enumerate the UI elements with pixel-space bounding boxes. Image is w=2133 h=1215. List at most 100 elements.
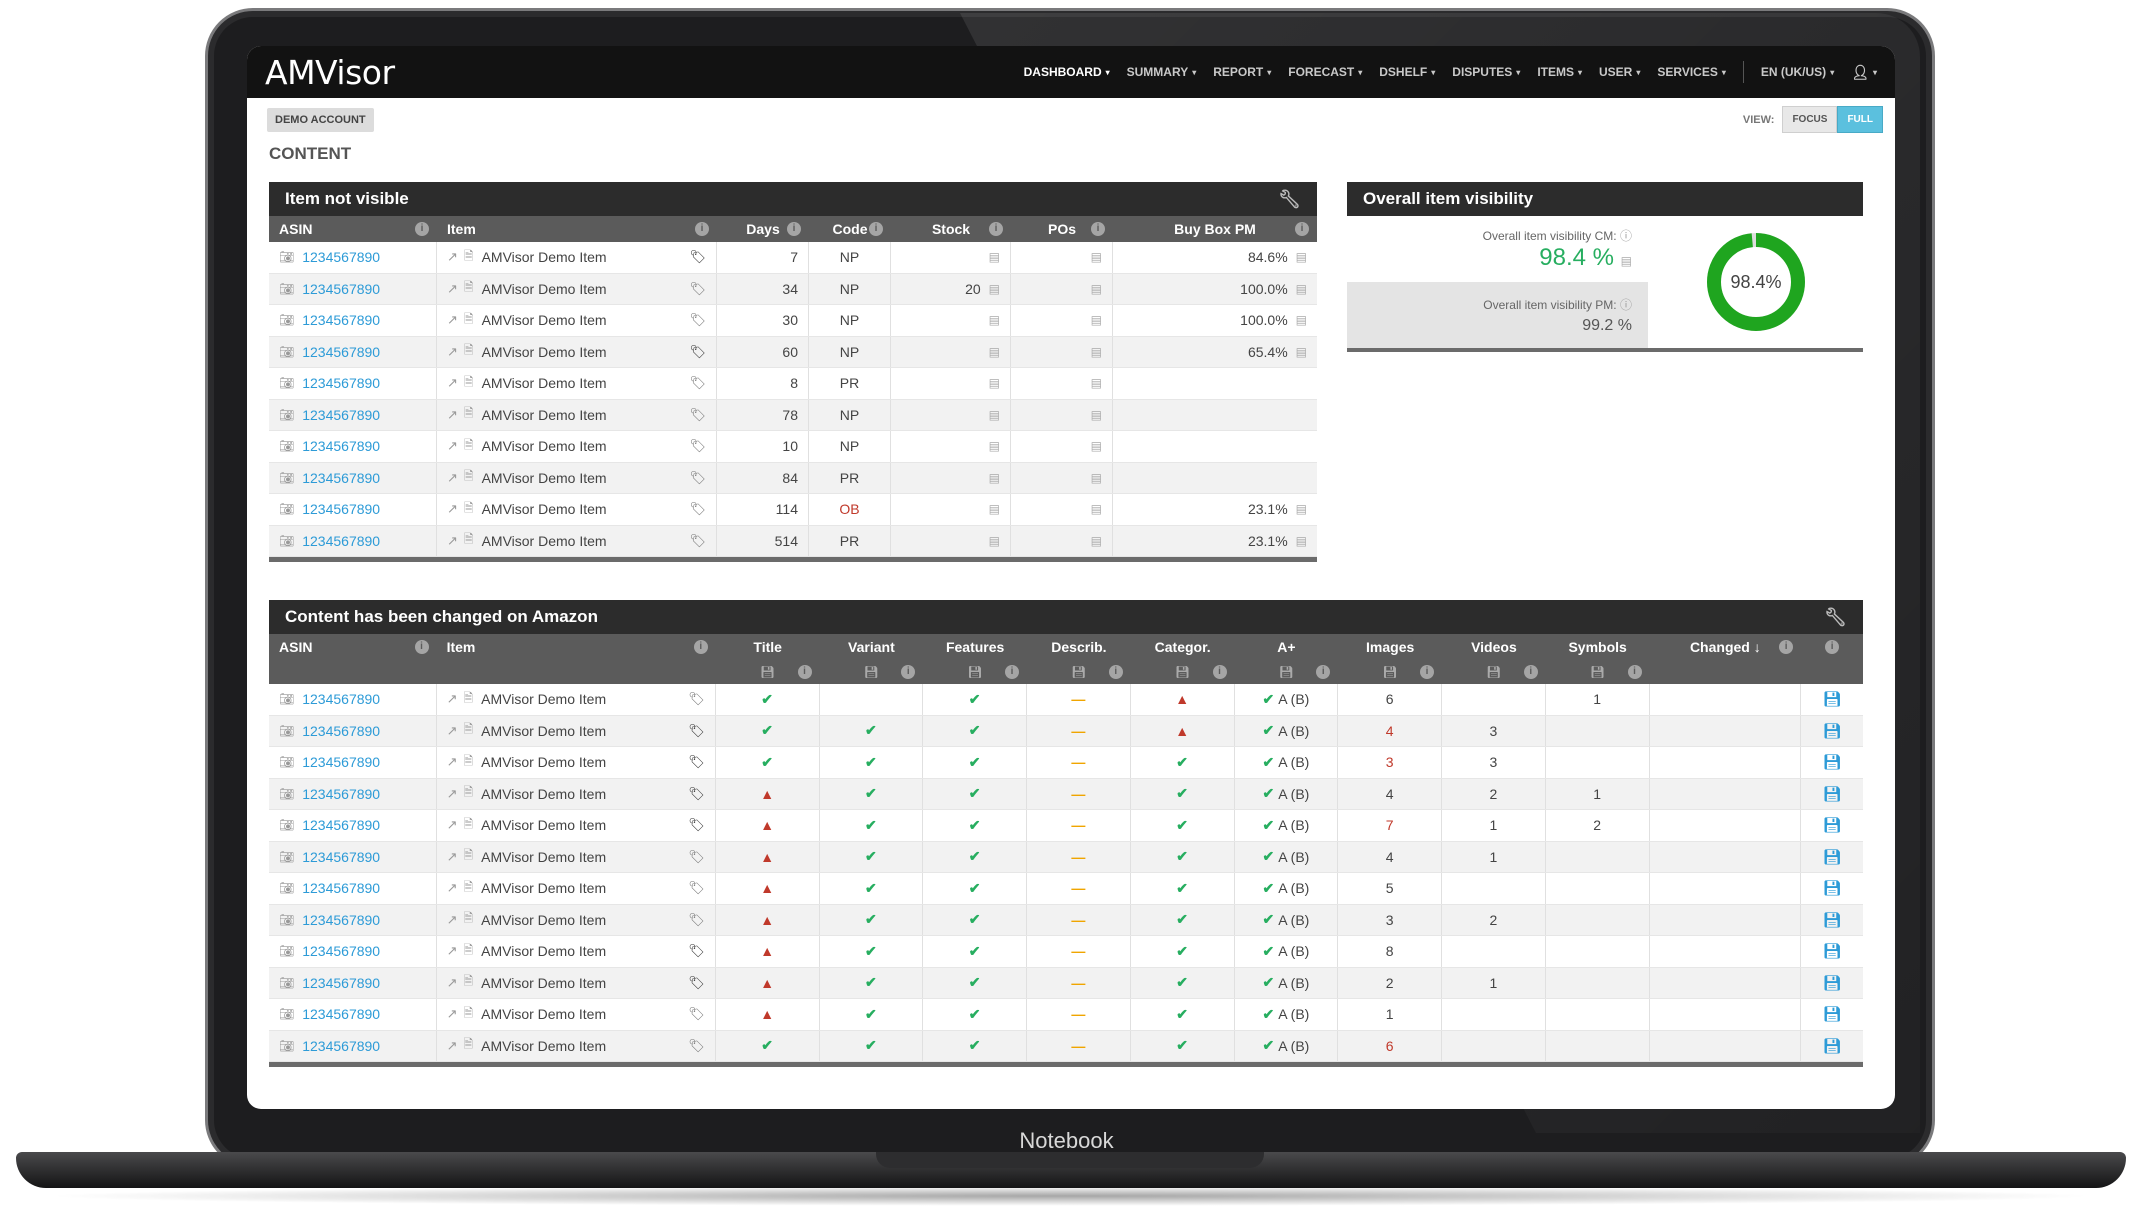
external-link-icon[interactable]: ↗ (447, 249, 458, 265)
document-icon[interactable]: 🗎︎ (463, 722, 474, 737)
tag-icon[interactable]: 🏷︎ (688, 754, 705, 770)
info-icon[interactable]: i (1825, 640, 1840, 654)
nav-item-user[interactable]: USER ▾ (1599, 65, 1640, 79)
column-header-title[interactable]: Title (716, 634, 820, 660)
external-link-icon[interactable]: ↗ (447, 469, 458, 485)
nav-item-services[interactable]: SERVICES ▾ (1657, 65, 1725, 79)
bar-chart-icon[interactable]: ▤ (1090, 344, 1102, 359)
tag-icon[interactable]: 🏷︎ (688, 691, 705, 707)
asin-link[interactable]: 1234567890 (302, 406, 381, 423)
bar-chart-icon[interactable]: ▤ (1295, 250, 1307, 265)
asin-link[interactable]: 1234567890 (302, 943, 381, 960)
asin-link[interactable]: 1234567890 (302, 312, 381, 329)
info-icon[interactable]: ⓘ (1619, 297, 1632, 312)
document-icon[interactable]: 🗎︎ (463, 879, 474, 894)
tag-icon[interactable]: 🏷︎ (688, 848, 705, 864)
language-selector[interactable]: EN (UK/US) ▾ (1761, 65, 1834, 79)
info-icon[interactable]: i (1523, 665, 1538, 679)
asin-link[interactable]: 1234567890 (302, 1037, 381, 1054)
bar-chart-icon[interactable]: ▤ (988, 502, 1000, 517)
asin-link[interactable]: 1234567890 (302, 754, 381, 771)
save-icon[interactable]: 💾︎ (1822, 691, 1842, 709)
document-icon[interactable]: 🗎︎ (463, 785, 474, 800)
asin-link[interactable]: 1234567890 (302, 974, 381, 991)
tag-icon[interactable]: 🏷︎ (689, 406, 706, 422)
camera-icon[interactable]: 📷︎ (279, 881, 295, 896)
tag-icon[interactable]: 🏷︎ (689, 280, 706, 296)
bar-chart-icon[interactable]: ▤ (1295, 281, 1307, 296)
column-header-asin[interactable]: ASIN i (269, 634, 437, 660)
bar-chart-icon[interactable]: ▤ (988, 439, 1000, 454)
camera-icon[interactable]: 📷︎ (279, 502, 295, 517)
external-link-icon[interactable]: ↗ (446, 848, 458, 864)
asin-link[interactable]: 1234567890 (302, 691, 381, 708)
tag-icon[interactable]: 🏷︎ (689, 501, 706, 517)
asin-link[interactable]: 1234567890 (302, 880, 381, 897)
column-header-describ-[interactable]: Describ. (1027, 634, 1131, 660)
bar-chart-icon[interactable]: ▤ (1090, 533, 1102, 548)
info-icon[interactable]: i (415, 222, 429, 236)
info-icon[interactable]: i (1091, 222, 1105, 236)
wrench-icon[interactable]: 🔧︎ (1824, 606, 1847, 627)
bar-chart-icon[interactable]: ▤ (1090, 470, 1102, 485)
info-icon[interactable]: i (787, 222, 801, 236)
tag-icon[interactable]: 🏷︎ (689, 375, 706, 391)
nav-item-forecast[interactable]: FORECAST ▾ (1288, 65, 1362, 79)
nav-item-report[interactable]: REPORT ▾ (1213, 65, 1271, 79)
tag-icon[interactable]: 🏷︎ (689, 469, 706, 485)
save-icon[interactable]: 💾︎ (1822, 1006, 1842, 1024)
column-header-features[interactable]: Features (923, 634, 1027, 660)
save-icon[interactable]: 💾︎ (1822, 974, 1842, 992)
tag-icon[interactable]: 🏷︎ (688, 880, 705, 896)
document-icon[interactable]: 🗎︎ (463, 532, 474, 547)
bar-chart-icon[interactable]: ▤ (988, 407, 1000, 422)
bar-chart-icon[interactable]: ▤ (988, 281, 1000, 296)
column-header-images[interactable]: Images (1338, 634, 1442, 660)
bar-chart-icon[interactable]: ▤ (988, 470, 1000, 485)
asin-link[interactable]: 1234567890 (302, 501, 381, 518)
tag-icon[interactable]: 🏷︎ (688, 1006, 705, 1022)
external-link-icon[interactable]: ↗ (446, 911, 458, 927)
asin-link[interactable]: 1234567890 (302, 817, 381, 834)
camera-icon[interactable]: 📷︎ (279, 250, 295, 265)
wrench-icon[interactable]: 🔧︎ (1278, 188, 1301, 209)
bar-chart-icon[interactable]: ▤ (988, 533, 1000, 548)
camera-icon[interactable]: 📷︎ (279, 786, 295, 801)
camera-icon[interactable]: 📷︎ (279, 755, 295, 770)
external-link-icon[interactable]: ↗ (447, 280, 458, 296)
save-icon[interactable]: 💾︎ (863, 665, 880, 679)
info-icon[interactable]: i (989, 222, 1003, 236)
document-icon[interactable]: 🗎︎ (463, 280, 474, 295)
bar-chart-icon[interactable]: ▤ (1090, 407, 1102, 422)
bar-chart-icon[interactable]: ▤ (1090, 376, 1102, 391)
column-header-stock[interactable]: Stock i (891, 216, 1011, 242)
column-header-item[interactable]: Item i (437, 216, 717, 242)
camera-icon[interactable]: 📷︎ (279, 313, 295, 328)
bar-chart-icon[interactable]: ▤ (988, 313, 1000, 328)
column-header-categor-[interactable]: Categor. (1131, 634, 1235, 660)
save-icon[interactable]: 💾︎ (760, 665, 776, 679)
camera-icon[interactable]: 📷︎ (279, 344, 295, 359)
view-full-button[interactable]: FULL (1837, 106, 1883, 133)
asin-link[interactable]: 1234567890 (302, 438, 381, 455)
tag-icon[interactable]: 🏷︎ (688, 722, 705, 738)
save-icon[interactable]: 💾︎ (1822, 1037, 1842, 1055)
info-icon[interactable]: i (1005, 665, 1020, 679)
tag-icon[interactable]: 🏷︎ (688, 817, 705, 833)
external-link-icon[interactable]: ↗ (447, 375, 458, 391)
column-header-buy-box-pm[interactable]: Buy Box PM i (1113, 216, 1317, 242)
document-icon[interactable]: 🗎︎ (463, 690, 474, 705)
external-link-icon[interactable]: ↗ (447, 438, 458, 454)
camera-icon[interactable]: 📷︎ (279, 1038, 295, 1053)
asin-link[interactable]: 1234567890 (302, 280, 381, 297)
document-icon[interactable]: 🗎︎ (463, 911, 474, 926)
save-icon[interactable]: 💾︎ (1822, 754, 1842, 772)
tag-icon[interactable]: 🏷︎ (688, 974, 705, 990)
info-icon[interactable]: i (1295, 222, 1309, 236)
external-link-icon[interactable]: ↗ (447, 532, 458, 548)
column-header-pos[interactable]: POs i (1011, 216, 1113, 242)
camera-icon[interactable]: 📷︎ (279, 407, 295, 422)
save-icon[interactable]: 💾︎ (1590, 665, 1606, 679)
info-icon[interactable]: i (1212, 665, 1227, 679)
save-icon[interactable]: 💾︎ (1822, 722, 1842, 740)
